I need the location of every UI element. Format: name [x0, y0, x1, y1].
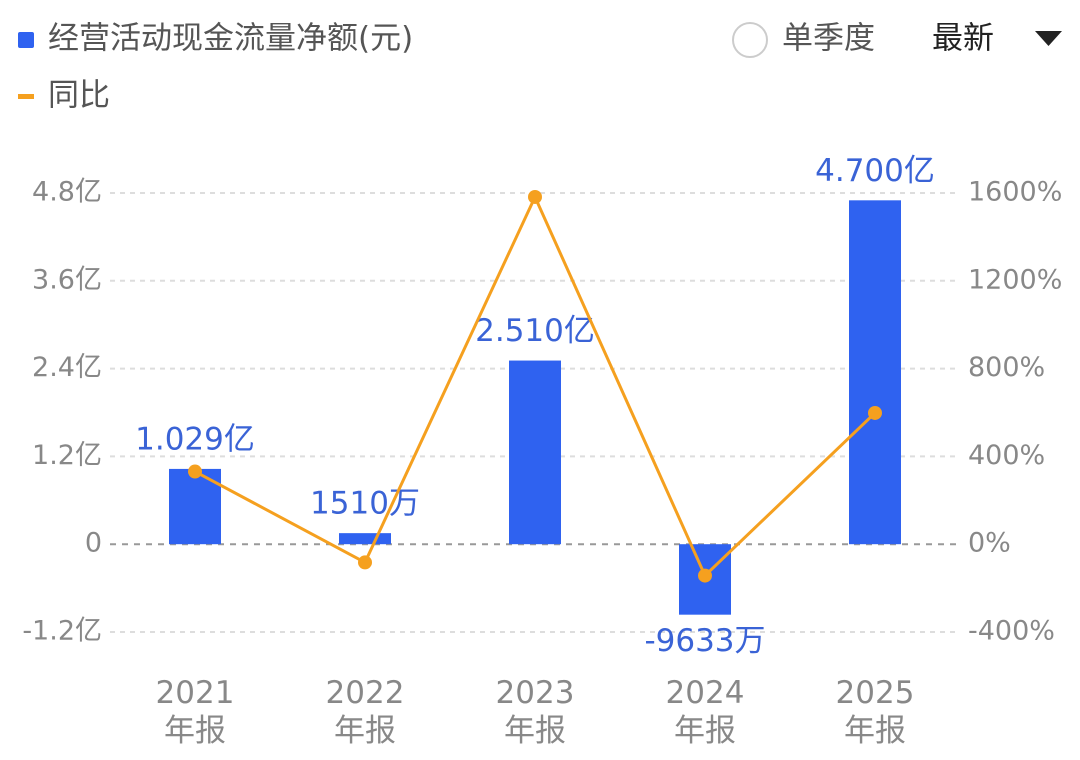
data-label: 4.700亿 [815, 153, 935, 189]
y-tick-label: 4.8亿 [32, 177, 102, 208]
bar [339, 533, 391, 545]
y2-tick-label: 400% [968, 440, 1045, 471]
y-tick-label: 1.2亿 [32, 440, 102, 471]
legend-swatch-bar [18, 32, 34, 48]
data-label: -9633万 [644, 623, 765, 659]
line-point [698, 568, 712, 583]
y-tick-label: 0 [85, 528, 102, 559]
select[interactable]: 最新 [932, 21, 994, 57]
line-point [358, 555, 372, 570]
data-label: 1510万 [310, 486, 420, 522]
dropdown-arrow[interactable] [1035, 31, 1062, 46]
x-tick-label: 2023年报 [495, 675, 575, 749]
period-toggle[interactable]: 单季度 [782, 21, 875, 57]
radio[interactable] [732, 22, 768, 58]
y-tick-label: 2.4亿 [32, 352, 102, 383]
line-point [188, 464, 202, 479]
y2-tick-label: 0% [968, 528, 1011, 559]
data-label: 1.029亿 [135, 421, 255, 457]
line-point [528, 189, 542, 204]
y-tick-label: -1.2亿 [22, 616, 102, 647]
x-tick-label: 2024年报 [665, 675, 745, 749]
data-label: 2.510亿 [475, 313, 595, 349]
line-point [868, 405, 882, 420]
y2-tick-label: -400% [968, 616, 1055, 647]
y2-tick-label: 800% [968, 352, 1045, 383]
legend-bar: 经营活动现金流量净额(元) [48, 21, 413, 57]
y2-tick-label: 1200% [968, 264, 1062, 295]
x-tick-label: 2022年报 [325, 675, 405, 749]
y2-tick-label: 1600% [968, 177, 1062, 208]
x-tick-label: 2025年报 [835, 675, 915, 749]
legend-line: 同比 [48, 78, 110, 114]
legend-swatch-line [18, 94, 34, 99]
bar [509, 360, 561, 545]
y-tick-label: 3.6亿 [32, 264, 102, 295]
x-tick-label: 2021年报 [155, 675, 235, 749]
bar [849, 200, 901, 545]
